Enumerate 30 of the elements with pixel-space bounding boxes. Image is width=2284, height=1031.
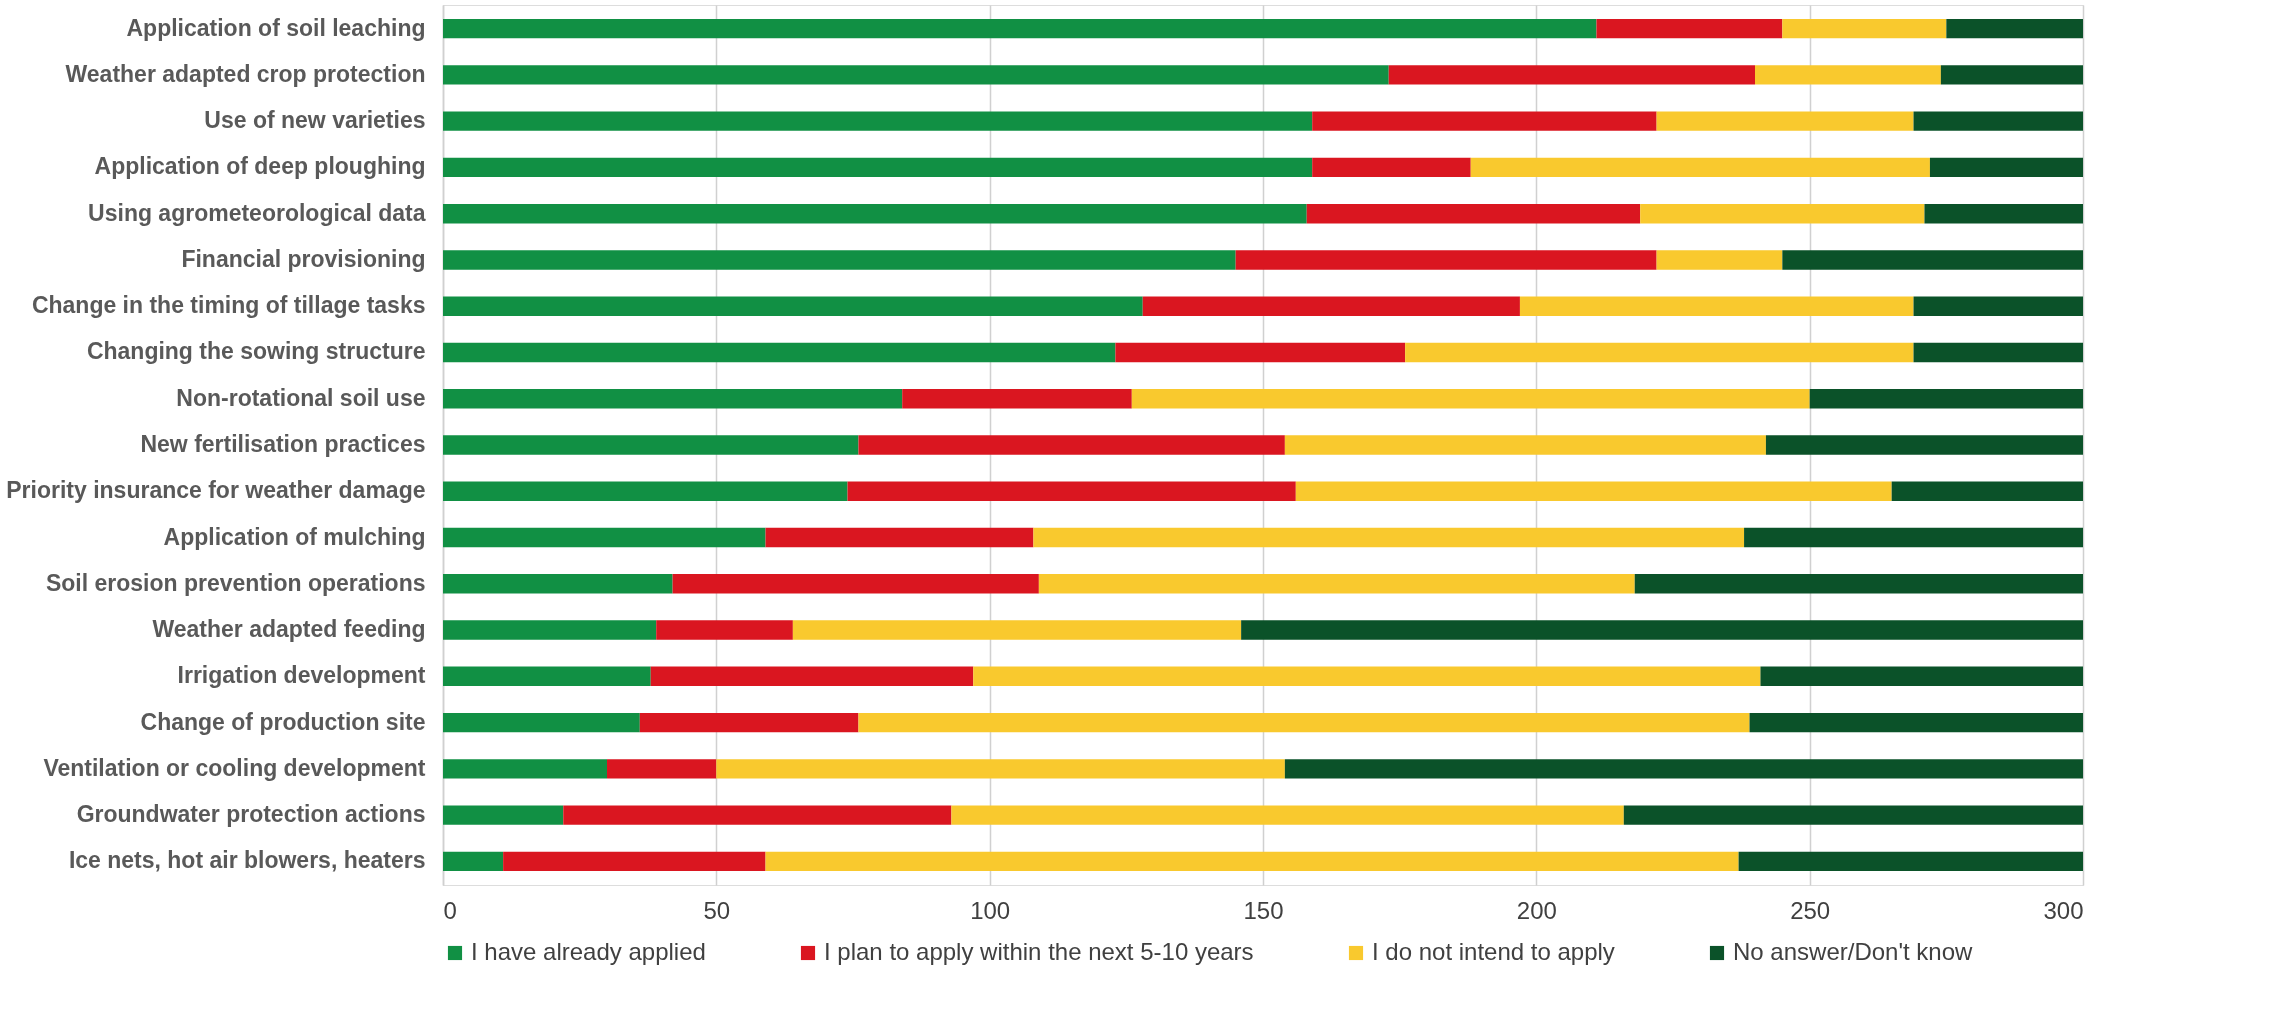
- y-tick-label: Non-rotational soil use: [176, 384, 426, 411]
- legend-label: I do not intend to apply: [1372, 938, 1615, 965]
- x-tick-label: 100: [970, 896, 1011, 924]
- y-tick-label: Changing the sowing structure: [86, 338, 426, 365]
- legend-label: No answer/Don't know: [1733, 938, 1974, 965]
- y-tick-label: Priority insurance for weather damage: [6, 477, 426, 504]
- y-tick-label: New fertilisation practices: [140, 431, 426, 457]
- y-tick-label: Ventilation or cooling development: [43, 754, 426, 781]
- x-tick-label: 50: [703, 896, 731, 924]
- y-tick-label: Weather adapted crop protection: [65, 60, 426, 87]
- y-tick-label: Soil erosion prevention operations: [45, 569, 426, 596]
- y-tick-label: Application of soil leaching: [126, 14, 426, 41]
- y-tick-label: Irrigation development: [177, 662, 426, 689]
- y-tick-label: Financial provisioning: [181, 245, 426, 272]
- x-tick-label: 300: [2043, 896, 2084, 924]
- y-tick-label: Change of production site: [140, 708, 426, 735]
- legend-label: I plan to apply within the next 5-10 years: [824, 938, 1254, 965]
- x-tick-label: 150: [1243, 896, 1284, 924]
- y-tick-label: Application of mulching: [163, 523, 426, 550]
- legend-label: I have already applied: [471, 938, 706, 965]
- y-tick-label: Use of new varieties: [204, 107, 426, 134]
- y-tick-label: Application of deep ploughing: [94, 153, 426, 180]
- x-tick-label: 0: [443, 896, 457, 924]
- y-tick-label: Groundwater protection actions: [76, 801, 426, 828]
- y-tick-label: Change in the timing of tillage tasks: [31, 292, 426, 319]
- y-tick-label: Ice nets, hot air blowers, heaters: [68, 847, 426, 874]
- x-tick-label: 200: [1516, 896, 1557, 924]
- y-tick-label: Using agrometeorological data: [88, 199, 426, 226]
- x-tick-label: 250: [1790, 896, 1831, 924]
- y-tick-label: Weather adapted feeding: [152, 616, 426, 643]
